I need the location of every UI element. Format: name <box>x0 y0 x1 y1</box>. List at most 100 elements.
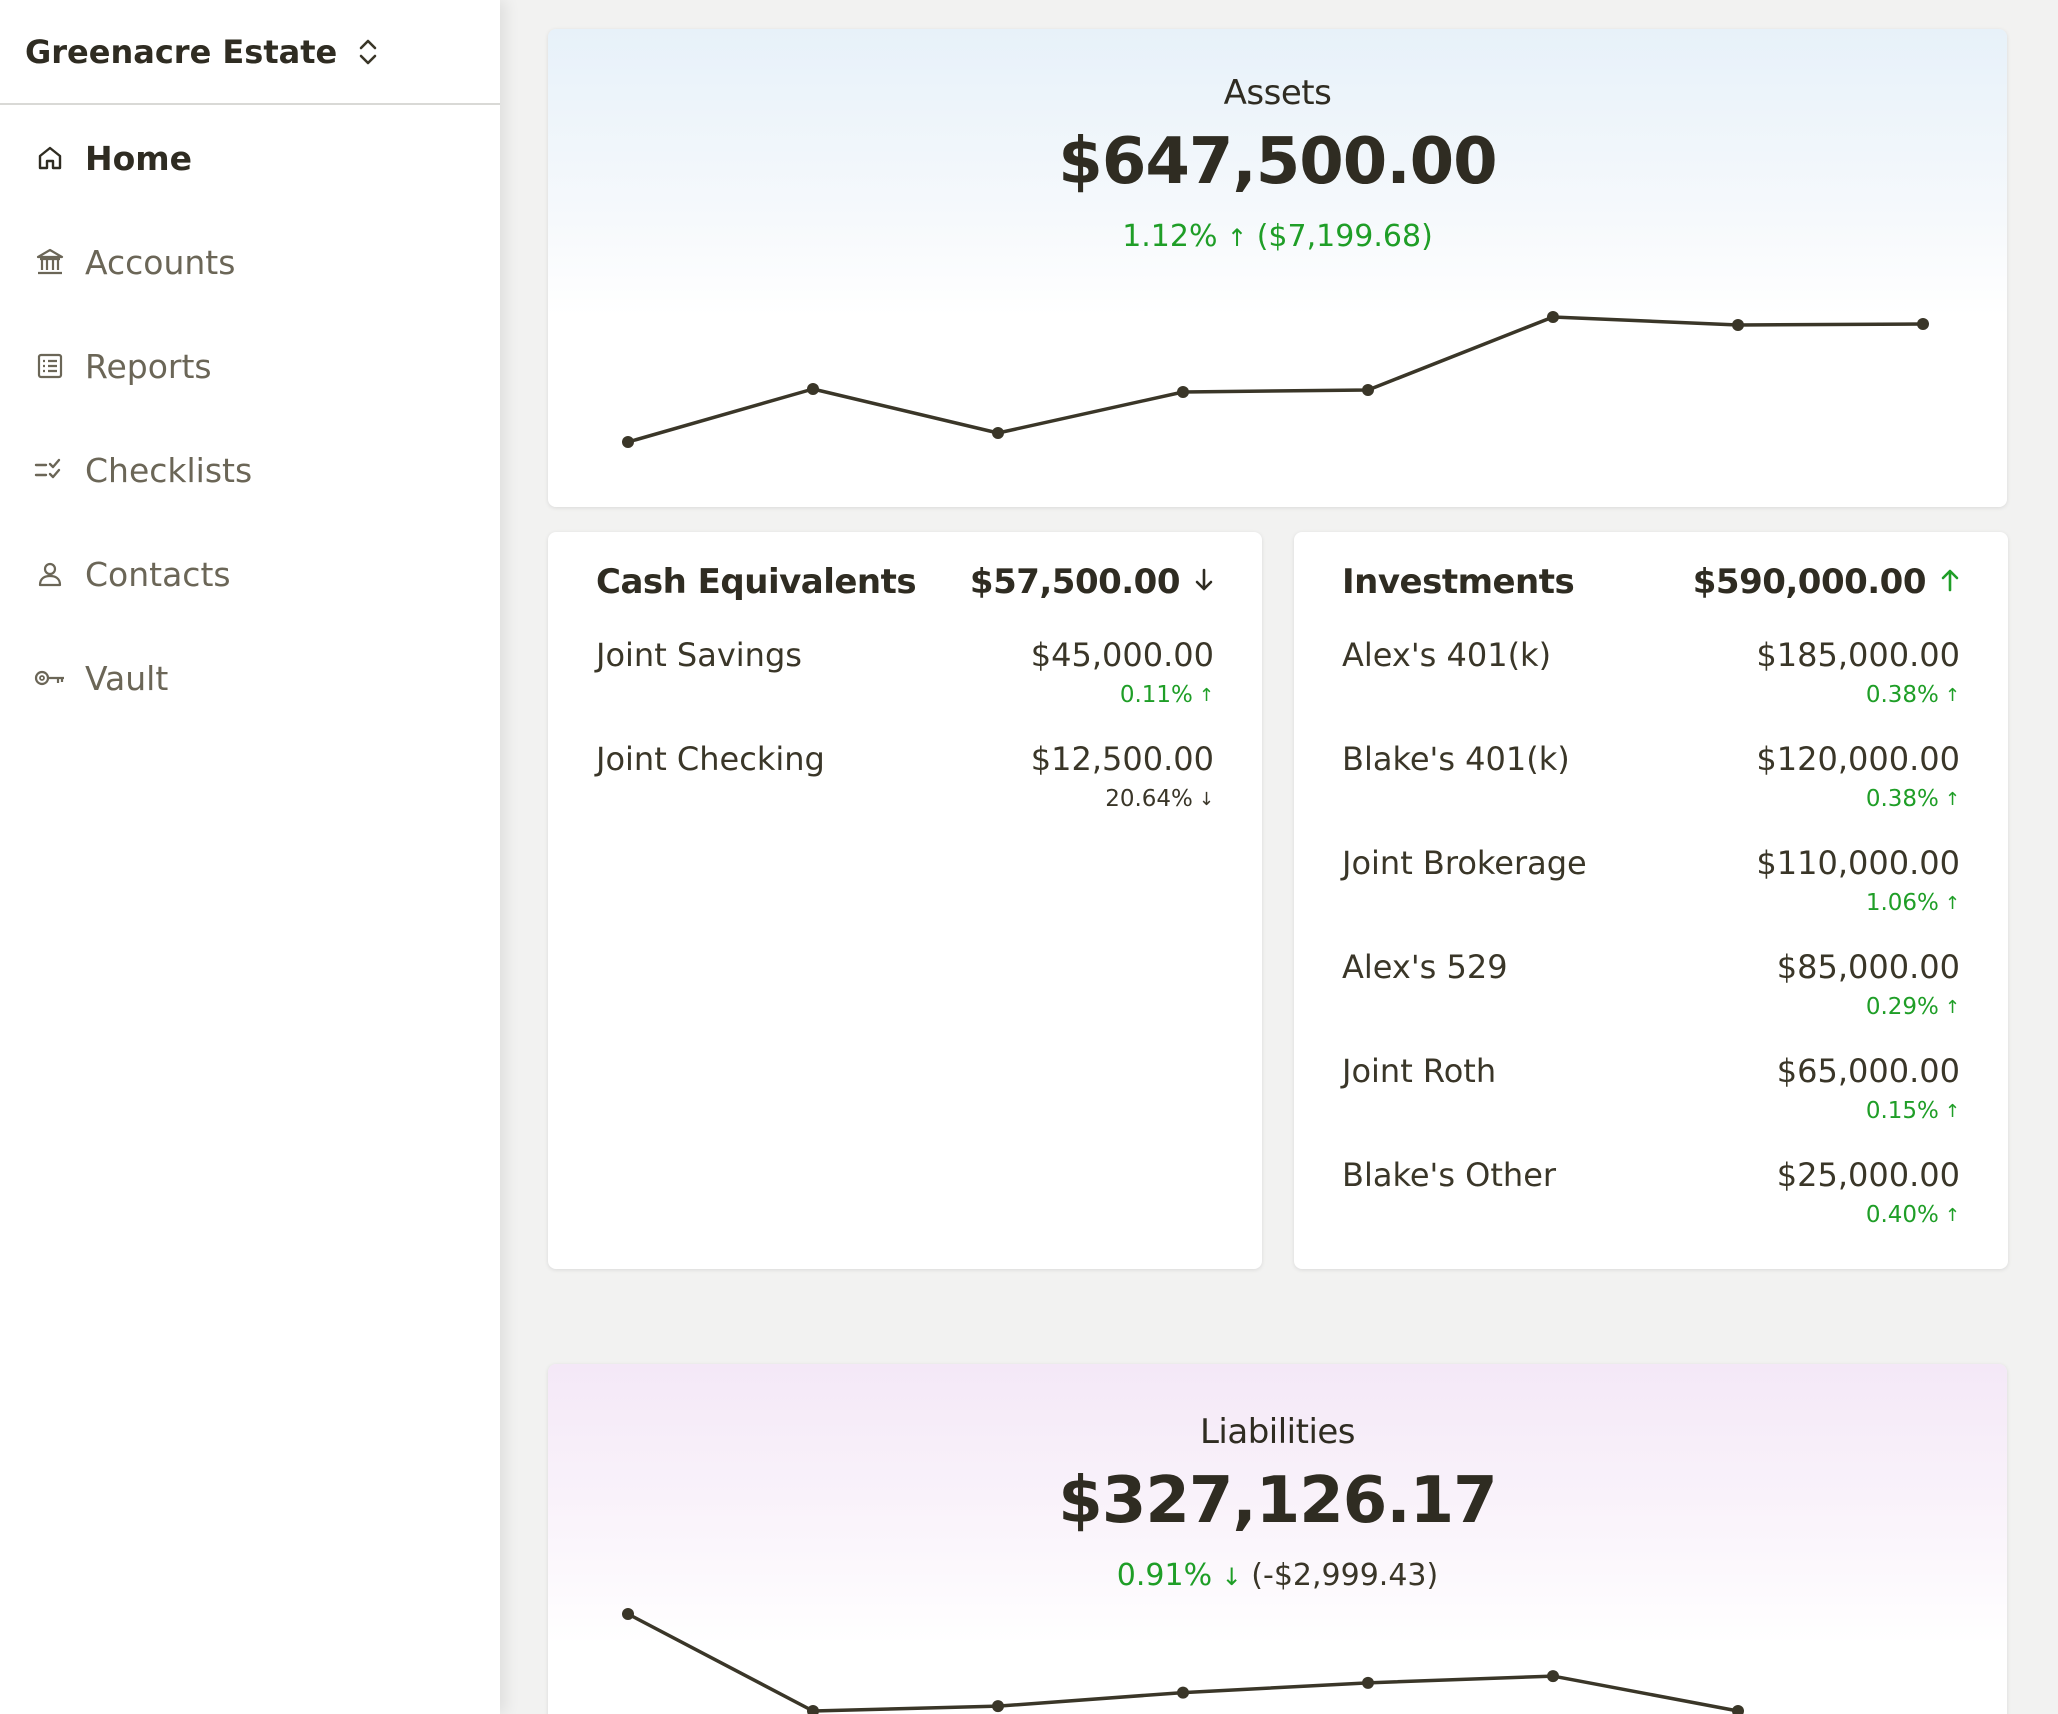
sidebar: Greenacre Estate Home Accounts Reports <box>0 0 500 1714</box>
account-change-pct: 0.38% <box>1865 786 1939 812</box>
account-change-pct: 0.40% <box>1865 1202 1939 1228</box>
arrow-down-icon: ↓ <box>1198 788 1214 810</box>
sparkline-point <box>1547 311 1559 323</box>
account-change-pct: 1.06% <box>1865 890 1939 916</box>
account-change: 0.29% ↑ <box>1866 994 1960 1020</box>
nav-item-contacts[interactable]: Contacts <box>33 544 231 604</box>
cash-equivalents-title: Cash Equivalents <box>596 562 917 602</box>
arrow-up-icon: ↑ <box>1227 224 1248 252</box>
arrow-up-icon: ↑ <box>1944 1204 1960 1226</box>
sparkline-point <box>992 1700 1004 1713</box>
estate-switcher[interactable]: Greenacre Estate <box>0 0 500 105</box>
account-change: 0.15% ↑ <box>1866 1098 1960 1124</box>
account-amount: $65,000.00 <box>1776 1052 1960 1090</box>
account-amount: $25,000.00 <box>1776 1156 1960 1194</box>
account-row[interactable]: Blake's 401(k) $120,000.00 0.38% ↑ <box>1342 740 1960 830</box>
liabilities-summary-card[interactable]: Liabilities $327,126.17 0.91% ↓ (-$2,999… <box>548 1364 2007 1714</box>
nav-item-vault[interactable]: Vault <box>33 648 168 708</box>
liabilities-total: $327,126.17 <box>1058 1464 1497 1538</box>
key-icon <box>33 661 67 695</box>
assets-summary-card[interactable]: Assets $647,500.00 1.12% ↑ ($7,199.68) <box>548 29 2007 507</box>
cash-equivalents-total: $57,500.00 <box>969 562 1181 602</box>
account-row[interactable]: Alex's 529 $85,000.00 0.29% ↑ <box>1342 948 1960 1038</box>
cash-equivalents-card[interactable]: Cash Equivalents $57,500.00 Joint Saving… <box>548 532 1262 1269</box>
account-name: Alex's 401(k) <box>1342 636 1552 674</box>
liabilities-title: Liabilities <box>1199 1412 1356 1452</box>
estate-name: Greenacre Estate <box>25 32 338 71</box>
arrow-up-icon: ↑ <box>1944 892 1960 914</box>
home-icon <box>33 141 67 175</box>
nav-item-home[interactable]: Home <box>33 128 192 188</box>
account-row[interactable]: Joint Savings $45,000.00 0.11% ↑ <box>596 636 1214 726</box>
account-change-pct: 0.11% <box>1119 682 1193 708</box>
sparkline-point <box>622 1608 634 1620</box>
sparkline-point <box>1177 386 1189 398</box>
account-name: Blake's Other <box>1342 1156 1557 1194</box>
sparkline-point <box>1547 1670 1559 1683</box>
account-amount: $185,000.00 <box>1756 636 1960 674</box>
arrow-up-icon: ↑ <box>1944 1100 1960 1122</box>
nav-label-vault: Vault <box>85 658 169 698</box>
sparkline-path <box>627 315 1924 444</box>
liabilities-change: 0.91% ↓ (-$2,999.43) <box>548 1558 2007 1593</box>
account-row[interactable]: Blake's Other $25,000.00 0.40% ↑ <box>1342 1156 1960 1246</box>
assets-change-pct: 1.12% <box>1122 219 1218 254</box>
person-icon <box>33 557 67 591</box>
investments-total: $590,000.00 <box>1692 562 1927 602</box>
account-change: 0.11% ↑ <box>1120 682 1214 708</box>
account-amount: $120,000.00 <box>1756 740 1960 778</box>
investments-title: Investments <box>1342 562 1575 602</box>
account-row[interactable]: Joint Brokerage $110,000.00 1.06% ↑ <box>1342 844 1960 934</box>
arrow-down-icon: ↓ <box>1221 1563 1242 1591</box>
account-change: 0.40% ↑ <box>1866 1202 1960 1228</box>
investments-card[interactable]: Investments $590,000.00 Alex's 401(k) $1… <box>1294 532 2008 1269</box>
sparkline-point <box>1362 384 1374 396</box>
nav-label-contacts: Contacts <box>85 554 231 594</box>
sparkline-point <box>1732 1705 1744 1714</box>
sparkline-point <box>1732 319 1744 331</box>
sparkline-point <box>1362 1676 1374 1689</box>
account-row[interactable]: Joint Roth $65,000.00 0.15% ↑ <box>1342 1052 1960 1142</box>
assets-change: 1.12% ↑ ($7,199.68) <box>548 219 2007 254</box>
account-change-pct: 0.38% <box>1865 682 1939 708</box>
sparkline-point <box>807 1705 819 1714</box>
account-name: Joint Brokerage <box>1342 844 1587 882</box>
chevron-up-down-icon <box>357 35 379 69</box>
nav-item-reports[interactable]: Reports <box>33 336 212 396</box>
account-name: Joint Checking <box>596 740 825 778</box>
account-change: 20.64% ↓ <box>1105 786 1214 812</box>
sparkline-point <box>992 427 1004 439</box>
arrow-up-icon: ↑ <box>1944 788 1960 810</box>
account-row[interactable]: Joint Checking $12,500.00 20.64% ↓ <box>596 740 1214 830</box>
sparkline-point <box>1177 1686 1189 1699</box>
bank-icon <box>33 245 67 279</box>
arrow-up-icon <box>1940 562 1960 602</box>
nav-item-checklists[interactable]: Checklists <box>33 440 252 500</box>
account-change: 0.38% ↑ <box>1866 786 1960 812</box>
account-change: 1.06% ↑ <box>1866 890 1960 916</box>
report-icon <box>33 349 67 383</box>
assets-sparkline <box>622 311 1929 448</box>
cash-equivalents-header: Cash Equivalents $57,500.00 <box>596 562 1214 602</box>
account-change-pct: 0.29% <box>1865 994 1939 1020</box>
nav-label-reports: Reports <box>85 346 212 386</box>
nav-label-home: Home <box>85 138 193 178</box>
checklist-icon <box>33 453 67 487</box>
account-name: Blake's 401(k) <box>1342 740 1570 778</box>
sparkline-point <box>1917 318 1929 330</box>
account-change-pct: 20.64% <box>1105 786 1193 812</box>
investments-header: Investments $590,000.00 <box>1342 562 1960 602</box>
account-row[interactable]: Alex's 401(k) $185,000.00 0.38% ↑ <box>1342 636 1960 726</box>
sparkline-point <box>622 436 634 448</box>
account-name: Alex's 529 <box>1342 948 1508 986</box>
nav-item-accounts[interactable]: Accounts <box>33 232 235 292</box>
liabilities-sparkline <box>622 1608 1744 1714</box>
arrow-up-icon: ↑ <box>1944 684 1960 706</box>
account-change: 0.38% ↑ <box>1866 682 1960 708</box>
account-name: Joint Roth <box>1342 1052 1497 1090</box>
arrow-up-icon: ↑ <box>1944 996 1960 1018</box>
sparkline-point <box>807 383 819 395</box>
account-name: Joint Savings <box>596 636 802 674</box>
assets-change-amount: ($7,199.68) <box>1256 219 1433 254</box>
